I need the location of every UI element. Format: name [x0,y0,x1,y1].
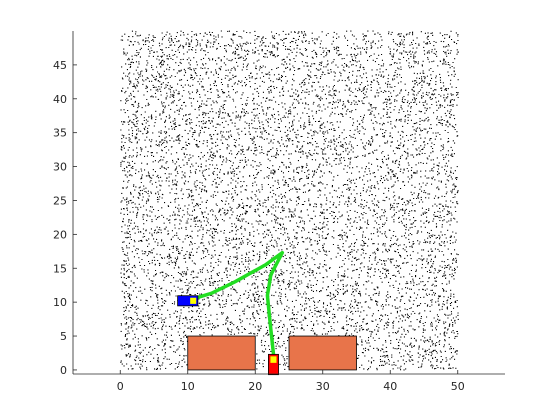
start-vehicle-windshield [270,356,277,363]
vehicles [177,295,279,376]
y-tick-label: 35 [53,127,67,140]
y-tick-label: 15 [53,262,67,275]
y-tick-label: 20 [53,228,67,241]
path-line [184,250,285,357]
sample-points [120,30,459,371]
obstacle-1 [187,335,256,371]
y-tick-label: 25 [53,194,67,207]
x-tick-label: 10 [181,380,195,393]
goal-vehicle-body [177,295,199,307]
y-tick-label: 10 [53,296,67,309]
x-tick-label: 50 [451,380,465,393]
planned-path [184,250,285,357]
obstacles [187,335,357,371]
obstacle-2 [288,335,357,371]
x-tick-label: 20 [248,380,262,393]
y-tick-label: 5 [60,330,67,343]
y-tick-label: 30 [53,161,67,174]
start-vehicle-body [268,353,279,376]
y-tick-label: 40 [53,93,67,106]
sample-dots [120,30,459,371]
axes: 0 10 20 30 40 50 0 5 10 15 20 25 30 35 40 45 [53,31,505,393]
x-tick-label: 30 [316,380,330,393]
x-tick-label: 40 [383,380,397,393]
y-tick-label: 45 [53,59,67,72]
y-tick-label: 0 [60,364,67,377]
goal-vehicle-windshield [190,297,197,304]
x-tick-label: 0 [117,380,124,393]
